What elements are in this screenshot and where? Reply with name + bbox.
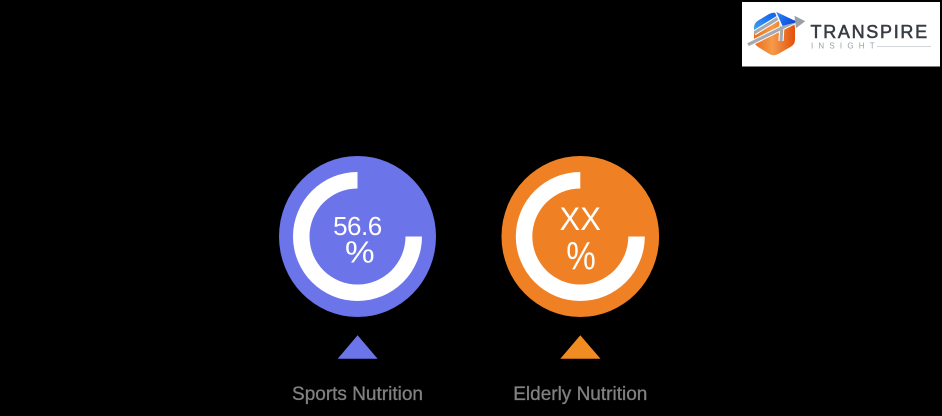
svg-text:%: % bbox=[345, 235, 375, 269]
svg-text:INSIGHT: INSIGHT bbox=[811, 42, 880, 51]
svg-text:Elderly Nutrition: Elderly Nutrition bbox=[513, 384, 647, 405]
svg-text:TRANSPIRE: TRANSPIRE bbox=[811, 22, 929, 42]
svg-text:56.6: 56.6 bbox=[333, 211, 382, 241]
svg-text:%: % bbox=[566, 234, 595, 278]
svg-text:Sports Nutrition: Sports Nutrition bbox=[292, 384, 423, 405]
svg-text:XX: XX bbox=[560, 200, 601, 237]
